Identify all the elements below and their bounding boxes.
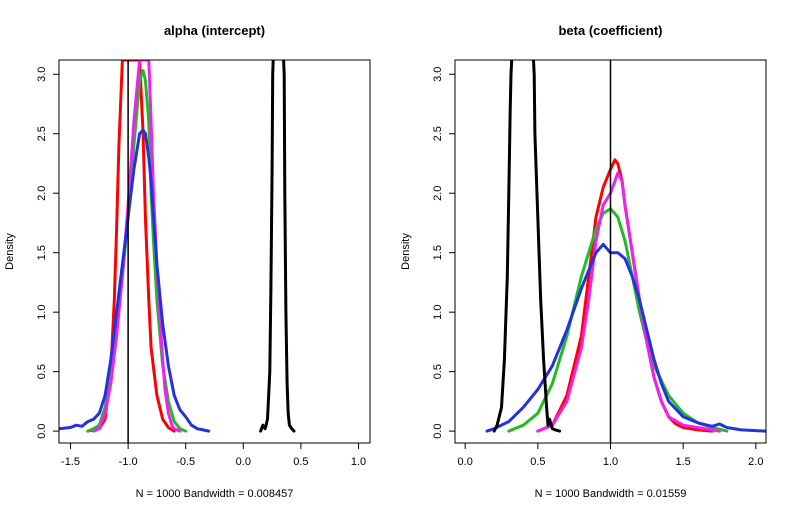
y-tick-label: 2.5 [36, 126, 48, 141]
x-tick-label: 1.0 [351, 456, 366, 468]
y-tick-label: 0.0 [432, 423, 444, 438]
series-group [485, 60, 766, 433]
y-tick-label: 0.5 [432, 364, 444, 379]
x-tick-label: -1.5 [61, 456, 80, 468]
density-line-4 [59, 128, 211, 433]
density-line-5 [492, 60, 514, 433]
density-line-2 [507, 207, 729, 433]
x-axis-label: N = 1000 Bandwidth = 0.01559 [535, 488, 687, 500]
density-line-6 [532, 60, 562, 433]
density-line-3 [92, 60, 182, 433]
y-tick-label: 1.5 [432, 245, 444, 260]
series-group [59, 60, 296, 433]
y-axis-label: Density [4, 233, 16, 270]
x-tick-label: 2.0 [748, 456, 763, 468]
y-tick-label: 3.0 [432, 67, 444, 82]
panel-2: 0.0 0.5 1.0 1.5 2.0 0.0 0.5 1.0 1.5 2.0 2.5 3.0 beta… [400, 23, 767, 500]
x-tick-label: -0.5 [176, 456, 195, 468]
chart-title: alpha (intercept) [164, 23, 265, 38]
y-tick-label: 2.0 [36, 186, 48, 201]
density-line-4 [485, 242, 766, 433]
density-line-5 [259, 60, 275, 433]
chart-title: beta (coefficient) [558, 23, 662, 38]
x-axis-label: N = 1000 Bandwidth = 0.008457 [136, 488, 294, 500]
density-line-6 [282, 60, 296, 433]
x-tick-label: 1.5 [676, 456, 691, 468]
density-line-3 [536, 171, 721, 433]
x-tick-label: 0.0 [236, 456, 251, 468]
x-tick-label: 1.0 [603, 456, 618, 468]
density-line-1 [86, 60, 176, 433]
x-tick-label: -1.0 [119, 456, 138, 468]
x-tick-label: 0.5 [530, 456, 545, 468]
y-tick-label: 3.0 [36, 67, 48, 82]
y-tick-label: 2.5 [432, 126, 444, 141]
y-axis-label: Density [400, 233, 412, 270]
y-tick-label: 0.5 [36, 364, 48, 379]
y-tick-label: 1.0 [432, 305, 444, 320]
panel-1: -1.5 -1.0 -0.5 0.0 0.5 1.0 0.0 0.5 1.0 1.5 2.0 2.5 3… [4, 23, 371, 500]
y-tick-label: 1.5 [36, 245, 48, 260]
x-tick-label: 0.0 [458, 456, 473, 468]
y-tick-label: 1.0 [36, 305, 48, 320]
x-tick-label: 0.5 [293, 456, 308, 468]
y-tick-label: 2.0 [432, 186, 444, 201]
plot-frame [58, 59, 371, 444]
y-tick-label: 0.0 [36, 423, 48, 438]
